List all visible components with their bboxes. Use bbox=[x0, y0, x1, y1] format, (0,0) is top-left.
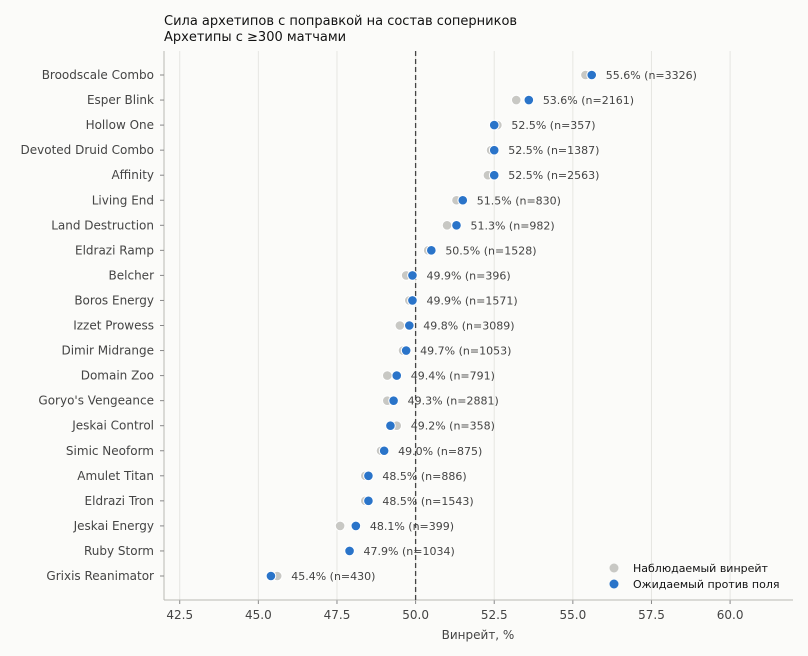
value-label: 47.9% (n=1034) bbox=[364, 545, 455, 558]
value-label: 49.9% (n=396) bbox=[426, 269, 510, 282]
legend-observed-marker bbox=[609, 563, 619, 573]
expected-point bbox=[457, 194, 469, 206]
expected-point bbox=[404, 320, 415, 331]
value-label: 49.9% (n=1571) bbox=[426, 294, 517, 307]
category-label: Boros Energy bbox=[74, 293, 154, 307]
category-label: Simic Neoform bbox=[66, 444, 154, 458]
x-tick-label: 52.5 bbox=[481, 608, 508, 622]
legend-expected-label: Ожидаемый против поля bbox=[633, 578, 779, 591]
category-label: Belcher bbox=[109, 268, 155, 282]
axis-layer: 42.5 45.0 47.5 50.0 52.5 55.0 57.5 60.0 Broodsca… bbox=[21, 51, 793, 622]
category-label: Jeskai Control bbox=[71, 419, 154, 433]
value-label: 53.6% (n=2161) bbox=[543, 94, 634, 107]
x-tick-label: 50.0 bbox=[402, 608, 429, 622]
expected-point bbox=[388, 395, 399, 406]
value-label: 49.3% (n=2881) bbox=[408, 395, 499, 408]
expected-point bbox=[350, 520, 362, 532]
expected-point bbox=[488, 144, 500, 156]
observed-point bbox=[381, 370, 393, 381]
expected-point bbox=[400, 345, 412, 356]
category-label: Dimir Midrange bbox=[61, 344, 154, 358]
category-label: Eldrazi Ramp bbox=[75, 243, 154, 257]
category-label: Grixis Reanimator bbox=[46, 569, 154, 583]
value-label: 49.8% (n=3089) bbox=[423, 320, 514, 333]
x-axis-label: Винрейт, % bbox=[442, 628, 515, 642]
value-label: 49.2% (n=358) bbox=[411, 420, 495, 433]
category-label: Domain Zoo bbox=[81, 369, 154, 383]
category-label: Jeskai Energy bbox=[73, 519, 154, 533]
value-label: 51.5% (n=830) bbox=[477, 194, 561, 207]
observed-point bbox=[334, 520, 346, 532]
expected-point bbox=[265, 570, 277, 582]
chart-title-line2: Архетипы с ≥300 матчами bbox=[164, 30, 346, 45]
x-tick-label: 45.0 bbox=[245, 608, 272, 622]
value-label: 48.5% (n=886) bbox=[382, 470, 466, 483]
expected-point bbox=[451, 220, 462, 231]
expected-point bbox=[488, 119, 500, 131]
category-label: Goryo's Vengeance bbox=[38, 394, 154, 408]
category-label: Amulet Titan bbox=[77, 469, 154, 483]
x-tick-label: 42.5 bbox=[166, 608, 193, 622]
value-label: 52.5% (n=2563) bbox=[508, 169, 599, 182]
value-label: 50.5% (n=1528) bbox=[445, 244, 536, 257]
expected-point bbox=[363, 470, 374, 482]
category-label: Hollow One bbox=[86, 118, 154, 132]
expected-point bbox=[586, 69, 598, 81]
category-label: Eldrazi Tron bbox=[85, 494, 154, 508]
x-tick-label: 55.0 bbox=[559, 608, 586, 622]
category-label: Esper Blink bbox=[87, 93, 154, 107]
expected-point bbox=[407, 295, 418, 306]
chart-title-line1: Сила архетипов с поправкой на состав соп… bbox=[164, 14, 517, 29]
category-label: Devoted Druid Combo bbox=[21, 143, 155, 157]
legend: Наблюдаемый винрейт Ожидаемый против пол… bbox=[609, 562, 779, 591]
value-label: 51.3% (n=982) bbox=[470, 219, 554, 232]
expected-point bbox=[426, 245, 437, 256]
expected-point bbox=[407, 270, 418, 281]
value-label: 52.5% (n=357) bbox=[511, 119, 595, 132]
observed-point bbox=[394, 320, 406, 331]
category-label: Affinity bbox=[111, 168, 154, 182]
value-label: 48.5% (n=1543) bbox=[382, 495, 473, 508]
expected-point bbox=[385, 420, 396, 432]
expected-point bbox=[378, 445, 390, 457]
value-label: 48.1% (n=399) bbox=[370, 520, 454, 533]
value-label: 49.4% (n=791) bbox=[411, 370, 495, 383]
x-tick-label: 60.0 bbox=[717, 608, 744, 622]
expected-point bbox=[363, 495, 374, 507]
marks-layer: 55.6% (n=3326) 53.6% (n=2161) 52.5% (n=357… bbox=[265, 51, 697, 600]
legend-expected-marker bbox=[609, 579, 619, 589]
value-label: 52.5% (n=1387) bbox=[508, 144, 599, 157]
expected-point bbox=[344, 545, 355, 557]
expected-point bbox=[488, 169, 500, 181]
category-label: Land Destruction bbox=[51, 218, 154, 232]
category-label: Izzet Prowess bbox=[73, 319, 154, 333]
expected-point bbox=[391, 370, 403, 381]
category-label: Living End bbox=[92, 193, 154, 207]
value-label: 49.0% (n=875) bbox=[398, 445, 482, 458]
x-tick-label: 47.5 bbox=[324, 608, 351, 622]
category-label: Ruby Storm bbox=[84, 544, 154, 558]
legend-observed-label: Наблюдаемый винрейт bbox=[633, 562, 769, 575]
observed-point bbox=[510, 94, 522, 106]
observed-point bbox=[441, 220, 453, 231]
category-label: Broodscale Combo bbox=[42, 68, 154, 82]
expected-point bbox=[523, 94, 535, 106]
x-tick-label: 57.5 bbox=[638, 608, 665, 622]
value-label: 45.4% (n=430) bbox=[291, 570, 375, 583]
value-label: 55.6% (n=3326) bbox=[606, 69, 697, 82]
value-label: 49.7% (n=1053) bbox=[420, 345, 511, 358]
